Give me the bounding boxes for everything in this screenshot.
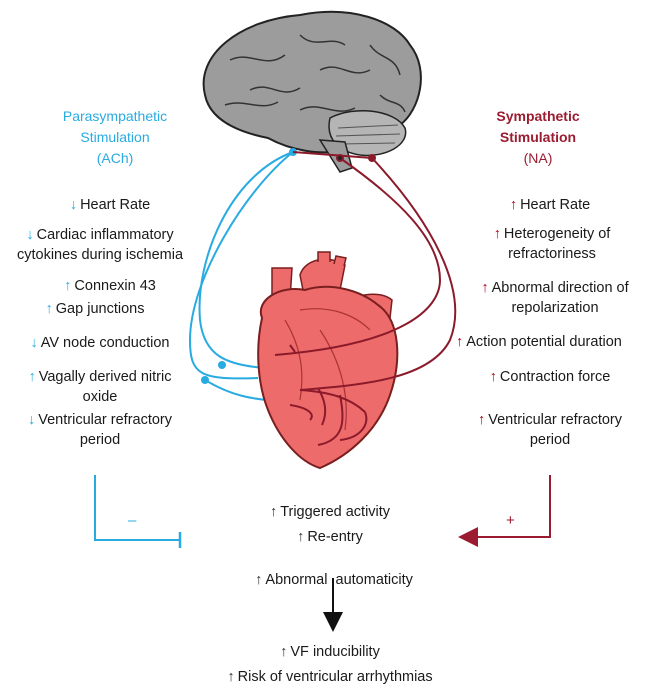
sympathetic-title: Sympathetic Stimulation (NA)	[458, 106, 618, 169]
parasympathetic-effect-sign: –	[128, 512, 137, 529]
symp-item-heart-rate-label: Heart Rate	[510, 197, 590, 213]
symp-item-action-potential: Action potential duration	[456, 332, 652, 352]
symp-item-heterogeneity-line2: refractoriness	[508, 246, 596, 262]
sympathetic-title-line3: (NA)	[523, 150, 553, 166]
symp-item-refractory: Ventricular refractory period	[458, 410, 642, 450]
symp-item-heart-rate: Heart Rate	[470, 195, 630, 215]
para-item-av-node-label: AV node conduction	[31, 335, 170, 351]
symp-item-refractory-line1: Ventricular refractory	[458, 410, 642, 430]
symp-item-repolarization-line1: Abnormal direction of	[460, 278, 650, 298]
para-item-refractory-line1: Ventricular refractory	[0, 410, 200, 430]
parasympathetic-title-line3: (ACh)	[96, 150, 134, 166]
symp-item-repolarization-line2: repolarization	[511, 300, 599, 316]
para-item-heart-rate: Heart Rate	[20, 195, 200, 215]
mechanism-triggered-activity: Triggered activity	[230, 502, 430, 522]
sympathetic-title-line1: Sympathetic	[496, 108, 580, 124]
mechanism-re-entry-label: Re-entry	[297, 529, 363, 545]
mechanism-abnormal-automaticity: Abnormal automaticity	[220, 550, 440, 590]
sympathetic-nerves	[274, 151, 457, 446]
para-item-cytokines-line2: cytokines during ischemia	[16, 247, 184, 263]
para-item-connexin: Connexin 43	[20, 276, 200, 296]
symp-item-refractory-line2: period	[529, 432, 571, 448]
para-item-nitric-oxide-line1: Vagally derived nitric	[0, 367, 200, 387]
para-item-av-node: AV node conduction	[5, 333, 195, 353]
sympathetic-effect-sign: +	[506, 512, 515, 529]
mechanism-re-entry: Re-entry	[230, 527, 430, 547]
symp-item-heterogeneity: Heterogeneity of refractoriness	[462, 224, 642, 264]
mechanism-triggered-activity-label: Triggered activity	[270, 504, 390, 520]
para-item-cytokines-line1: Cardiac inflammatory	[0, 225, 200, 245]
para-item-nitric-oxide: Vagally derived nitric oxide	[0, 367, 200, 407]
para-item-nitric-oxide-line2: oxide	[82, 389, 118, 405]
para-item-refractory: Ventricular refractory period	[0, 410, 200, 450]
para-item-connexin-label: Connexin 43	[64, 278, 156, 294]
symp-item-heterogeneity-line1: Heterogeneity of	[462, 224, 642, 244]
para-item-refractory-line2: period	[79, 432, 121, 448]
outcome-risk-arrhythmias-label: Risk of ventricular arrhythmias	[227, 669, 432, 685]
outcome-vf-inducibility-label: VF inducibility	[280, 644, 380, 660]
para-item-heart-rate-label: Heart Rate	[70, 197, 150, 213]
symp-item-action-potential-label: Action potential duration	[456, 334, 622, 350]
symp-item-repolarization: Abnormal direction of repolarization	[460, 278, 650, 318]
sympathetic-title-line2: Stimulation	[499, 129, 577, 145]
outcome-risk-arrhythmias: Risk of ventricular arrhythmias	[190, 667, 470, 687]
parasympathetic-title: Parasympathetic Stimulation (ACh)	[30, 106, 200, 169]
para-item-gap-junctions: Gap junctions	[5, 299, 185, 319]
mechanism-abnormal-automaticity-label: Abnormal automaticity	[255, 572, 413, 588]
parasympathetic-title-line1: Parasympathetic	[62, 108, 168, 124]
heart-illustration	[257, 251, 399, 470]
symp-item-contraction: Contraction force	[470, 367, 630, 387]
para-item-cytokines: Cardiac inflammatory cytokines during is…	[0, 225, 200, 265]
para-item-gap-junctions-label: Gap junctions	[46, 301, 145, 317]
effect-connectors	[94, 475, 551, 632]
outcome-vf-inducibility: VF inducibility	[230, 642, 430, 662]
brain-illustration	[202, 10, 422, 173]
symp-item-contraction-label: Contraction force	[490, 369, 611, 385]
parasympathetic-title-line2: Stimulation	[80, 129, 150, 145]
